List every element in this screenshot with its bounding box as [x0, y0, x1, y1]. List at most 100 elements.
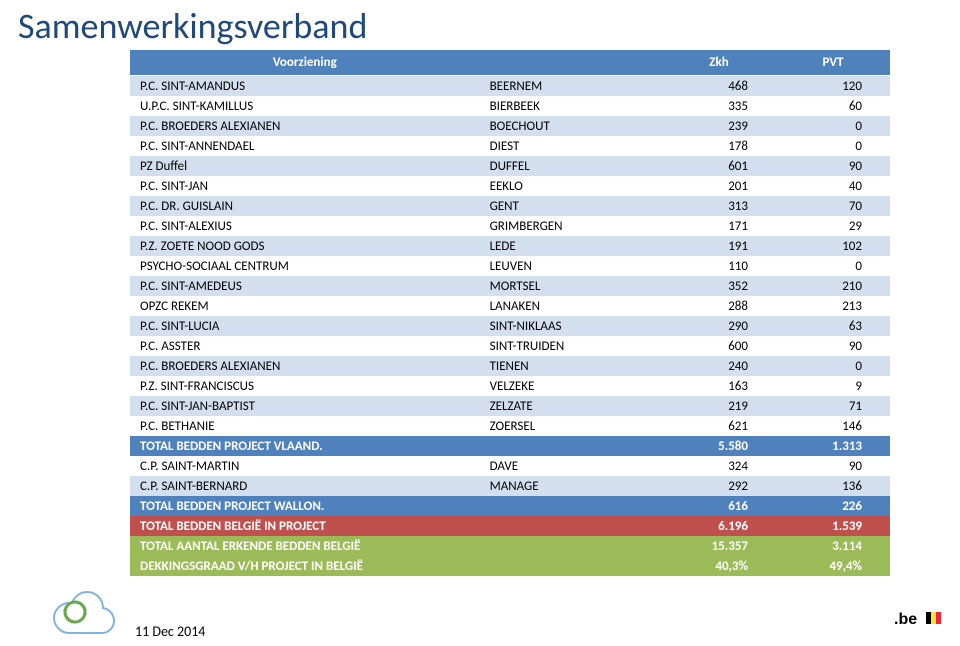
col-zkh: Zkh: [662, 50, 776, 76]
cell-name: P.C. BROEDERS ALEXIANEN: [130, 356, 480, 376]
summary-zkh: 616: [662, 496, 776, 516]
cell-zkh: 201: [662, 176, 776, 196]
cell-pvt: 0: [776, 116, 890, 136]
cell-pvt: 120: [776, 76, 890, 97]
summary-pvt: 1.313: [776, 436, 890, 456]
coverage-row: DEKKINGSGRAAD V/H PROJECT IN BELGIË40,3%…: [130, 556, 890, 576]
table-row: PSYCHO-SOCIAAL CENTRUMLEUVEN1100: [130, 256, 890, 276]
cell-name: P.C. ASSTER: [130, 336, 480, 356]
cell-name: P.C. BROEDERS ALEXIANEN: [130, 116, 480, 136]
cell-name: P.C. SINT-AMEDEUS: [130, 276, 480, 296]
cell-loc: VELZEKE: [480, 376, 662, 396]
table-row: P.C. SINT-ANNENDAELDIEST1780: [130, 136, 890, 156]
summary-label: TOTAL AANTAL ERKENDE BEDDEN BELGIË: [130, 536, 662, 556]
cell-loc: LEDE: [480, 236, 662, 256]
cell-name: P.C. DR. GUISLAIN: [130, 196, 480, 216]
cell-loc: EEKLO: [480, 176, 662, 196]
table-row: P.Z. SINT-FRANCISCUSVELZEKE1639: [130, 376, 890, 396]
table-row: P.C. DR. GUISLAINGENT31370: [130, 196, 890, 216]
cell-pvt: 0: [776, 356, 890, 376]
cell-name: P.Z. ZOETE NOOD GODS: [130, 236, 480, 256]
cell-zkh: 621: [662, 416, 776, 436]
cell-zkh: 110: [662, 256, 776, 276]
cell-pvt: 0: [776, 136, 890, 156]
table-row: C.P. SAINT-BERNARDMANAGE292136: [130, 476, 890, 496]
cell-loc: ZELZATE: [480, 396, 662, 416]
table-row: PZ DuffelDUFFEL60190: [130, 156, 890, 176]
cell-pvt: 63: [776, 316, 890, 336]
cell-zkh: 191: [662, 236, 776, 256]
table-row: OPZC REKEMLANAKEN288213: [130, 296, 890, 316]
cell-zkh: 239: [662, 116, 776, 136]
cell-name: P.C. SINT-ANNENDAEL: [130, 136, 480, 156]
data-table: Voorziening Zkh PVT P.C. SINT-AMANDUSBEE…: [130, 50, 890, 576]
cell-zkh: 601: [662, 156, 776, 176]
total-wallon-row: TOTAL BEDDEN PROJECT WALLON.616226: [130, 496, 890, 516]
cell-name: P.C. SINT-ALEXIUS: [130, 216, 480, 236]
cell-loc: DIEST: [480, 136, 662, 156]
summary-label: TOTAL BEDDEN BELGIË IN PROJECT: [130, 516, 662, 536]
cell-zkh: 171: [662, 216, 776, 236]
cell-loc: BEERNEM: [480, 76, 662, 97]
cell-name: C.P. SAINT-MARTIN: [130, 456, 480, 476]
cell-zkh: 335: [662, 96, 776, 116]
cell-pvt: 9: [776, 376, 890, 396]
cell-name: C.P. SAINT-BERNARD: [130, 476, 480, 496]
summary-pvt: 3.114: [776, 536, 890, 556]
table-row: P.C. BROEDERS ALEXIANENBOECHOUT2390: [130, 116, 890, 136]
cell-loc: SINT-NIKLAAS: [480, 316, 662, 336]
data-table-container: Voorziening Zkh PVT P.C. SINT-AMANDUSBEE…: [130, 50, 890, 576]
cell-loc: BOECHOUT: [480, 116, 662, 136]
cell-loc: DAVE: [480, 456, 662, 476]
cell-zkh: 468: [662, 76, 776, 97]
table-row: P.C. BROEDERS ALEXIANENTIENEN2400: [130, 356, 890, 376]
cell-loc: LEUVEN: [480, 256, 662, 276]
cell-name: PSYCHO-SOCIAAL CENTRUM: [130, 256, 480, 276]
cell-zkh: 240: [662, 356, 776, 376]
table-row: P.C. ASSTERSINT-TRUIDEN60090: [130, 336, 890, 356]
cell-name: P.C. SINT-JAN: [130, 176, 480, 196]
total-vlaand-row: TOTAL BEDDEN PROJECT VLAAND.5.5801.313: [130, 436, 890, 456]
col-voorziening: Voorziening: [130, 50, 480, 76]
summary-label: TOTAL BEDDEN PROJECT VLAAND.: [130, 436, 662, 456]
table-row: P.C. SINT-ALEXIUSGRIMBERGEN17129: [130, 216, 890, 236]
cell-pvt: 136: [776, 476, 890, 496]
cell-name: U.P.C. SINT-KAMILLUS: [130, 96, 480, 116]
cell-zkh: 219: [662, 396, 776, 416]
table-row: P.C. BETHANIEZOERSEL621146: [130, 416, 890, 436]
cloud-sync-icon: [45, 586, 119, 638]
cell-loc: DUFFEL: [480, 156, 662, 176]
table-row: P.Z. ZOETE NOOD GODSLEDE191102: [130, 236, 890, 256]
cell-loc: ZOERSEL: [480, 416, 662, 436]
table-header-row: Voorziening Zkh PVT: [130, 50, 890, 76]
belgium-logo: .be: [894, 606, 942, 638]
cell-loc: GENT: [480, 196, 662, 216]
cell-pvt: 71: [776, 396, 890, 416]
cell-name: P.C. SINT-AMANDUS: [130, 76, 480, 97]
footer-date: 11 Dec 2014: [135, 623, 205, 640]
cell-pvt: 70: [776, 196, 890, 216]
cell-loc: LANAKEN: [480, 296, 662, 316]
table-row: P.C. SINT-AMEDEUSMORTSEL352210: [130, 276, 890, 296]
cell-zkh: 290: [662, 316, 776, 336]
cell-name: OPZC REKEM: [130, 296, 480, 316]
cell-loc: BIERBEEK: [480, 96, 662, 116]
cell-pvt: 213: [776, 296, 890, 316]
summary-zkh: 40,3%: [662, 556, 776, 576]
cell-pvt: 90: [776, 456, 890, 476]
cell-loc: MANAGE: [480, 476, 662, 496]
cell-pvt: 102: [776, 236, 890, 256]
cell-zkh: 163: [662, 376, 776, 396]
col-blank: [480, 50, 662, 76]
cell-zkh: 352: [662, 276, 776, 296]
cell-pvt: 90: [776, 156, 890, 176]
cell-pvt: 90: [776, 336, 890, 356]
table-row: P.C. SINT-JANEEKLO20140: [130, 176, 890, 196]
table-row: C.P. SAINT-MARTINDAVE32490: [130, 456, 890, 476]
total-project-row: TOTAL BEDDEN BELGIË IN PROJECT6.1961.539: [130, 516, 890, 536]
table-row: U.P.C. SINT-KAMILLUSBIERBEEK33560: [130, 96, 890, 116]
cell-loc: SINT-TRUIDEN: [480, 336, 662, 356]
cell-name: P.C. BETHANIE: [130, 416, 480, 436]
summary-label: TOTAL BEDDEN PROJECT WALLON.: [130, 496, 662, 516]
summary-zkh: 15.357: [662, 536, 776, 556]
